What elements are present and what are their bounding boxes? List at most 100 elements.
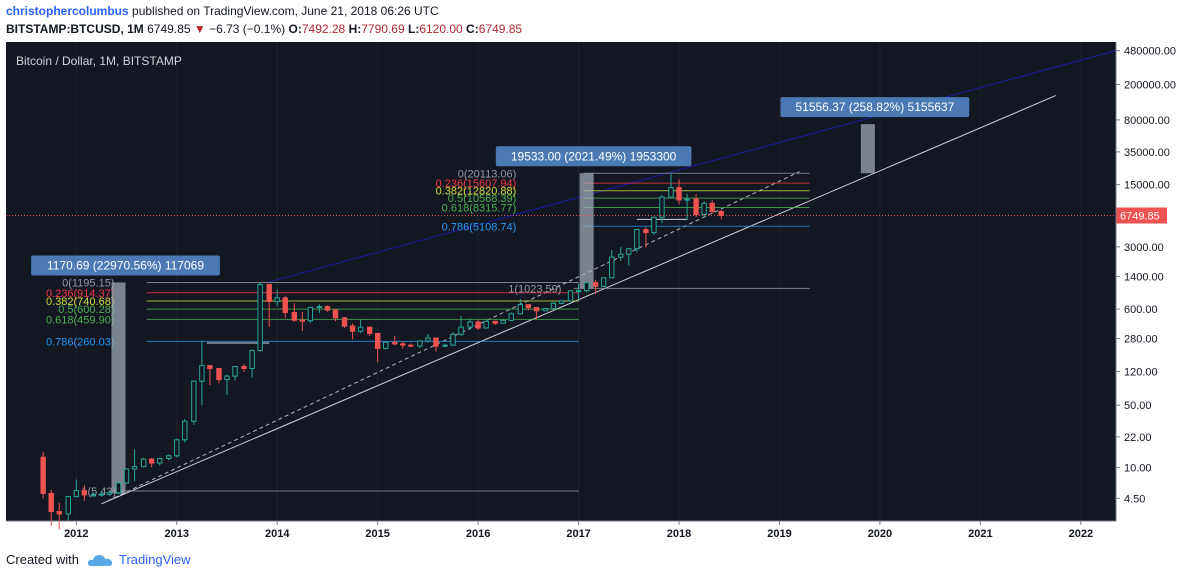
low-value: 6120.00 xyxy=(419,22,463,36)
author-link[interactable]: christophercolumbus xyxy=(6,4,129,18)
candle-body xyxy=(98,493,105,496)
candle-body xyxy=(349,325,356,332)
candle-body xyxy=(600,277,607,287)
candle-body xyxy=(400,343,406,346)
chart-pane[interactable] xyxy=(6,42,1116,542)
candle-body xyxy=(450,333,456,346)
candle-body xyxy=(668,187,674,198)
price-range-label-box xyxy=(495,146,692,167)
candle-body xyxy=(575,290,582,293)
x-tick-label: 2013 xyxy=(165,528,189,540)
candle-body xyxy=(533,307,540,312)
price-range-bar xyxy=(860,124,875,174)
x-tick-label: 2018 xyxy=(667,528,691,540)
candle-body xyxy=(659,196,665,218)
candle-body xyxy=(417,340,423,347)
candle-body xyxy=(676,187,682,201)
candle-body xyxy=(357,326,364,332)
candle-body xyxy=(299,319,306,322)
candle-body xyxy=(567,290,574,302)
candle-body xyxy=(81,490,88,496)
fib-level-label: 0.236(15607.94) xyxy=(436,178,517,190)
candle-body xyxy=(324,306,331,311)
candle-body xyxy=(626,248,632,255)
candle-body xyxy=(123,468,130,484)
candle-body xyxy=(483,320,489,329)
candle-body xyxy=(525,304,532,309)
candle-body xyxy=(366,326,373,334)
tradingview-link[interactable]: TradingView xyxy=(118,552,191,567)
footer: Created with TradingView xyxy=(6,552,191,567)
created-with-text: Created with xyxy=(6,552,79,567)
fib-level-label: 0.382(12820.88) xyxy=(436,186,517,198)
candle-body xyxy=(433,337,439,347)
fib-level-label: 0.786(260.03) xyxy=(46,336,115,348)
candle-body xyxy=(216,368,222,381)
candle-body xyxy=(249,349,255,370)
price-range-label: 19533.00 (2021.49%) 1953300 xyxy=(511,149,677,163)
published-text: published on TradingView.com, June 21, 2… xyxy=(132,4,439,18)
candle-body xyxy=(643,229,649,234)
candle-body xyxy=(199,365,205,382)
price-axis[interactable] xyxy=(1116,42,1188,542)
candle-body xyxy=(442,344,448,347)
candle-body xyxy=(618,253,624,258)
last-price: 6749.85 xyxy=(147,22,191,36)
price-change: −6.73 (−0.1%) xyxy=(209,22,286,36)
fib-level-label: 0.618(8315.77) xyxy=(442,202,517,214)
candle-body xyxy=(374,332,381,349)
candle-body xyxy=(282,297,288,313)
candle-body xyxy=(241,365,247,370)
y-tick-label: 3000.00 xyxy=(1124,242,1164,254)
time-axis[interactable] xyxy=(6,521,1116,542)
candle-body xyxy=(274,297,280,302)
high-value: 7790.69 xyxy=(361,22,405,36)
candle-body xyxy=(684,198,690,201)
fib-level-label: 0(20113.06) xyxy=(458,168,517,180)
current-price-label: 6749.85 xyxy=(1120,211,1160,223)
candle-body xyxy=(508,313,514,321)
candle-body xyxy=(383,341,389,349)
price-range-label: 51556.37 (258.82%) 5155637 xyxy=(795,100,954,114)
tradingview-cloud-icon xyxy=(87,554,113,566)
candle-body xyxy=(634,229,640,250)
y-tick-label: 22.00 xyxy=(1124,432,1152,444)
y-tick-label: 50.00 xyxy=(1124,400,1152,412)
candle-body xyxy=(307,306,314,322)
candle-body xyxy=(500,319,506,324)
candle-body xyxy=(316,306,323,309)
fib-level-label: 0(1195.15) xyxy=(62,277,114,289)
price-range-label-box xyxy=(780,97,970,118)
price-range-label-box xyxy=(31,255,220,276)
candle-body xyxy=(131,466,138,470)
candle-body xyxy=(65,496,71,515)
candle-body xyxy=(115,482,122,494)
fib-level-label: 0.618(459.90) xyxy=(46,314,115,326)
candle-body xyxy=(106,492,113,495)
price-range-label: 1170.69 (22970.56%) 117069 xyxy=(47,258,204,272)
x-tick-label: 2020 xyxy=(868,528,892,540)
candle-body xyxy=(232,365,238,377)
candle-body xyxy=(166,455,172,459)
candle-body xyxy=(48,492,54,512)
candle-body xyxy=(583,282,590,292)
y-tick-label: 200000.00 xyxy=(1124,79,1176,91)
candle-body xyxy=(492,320,498,324)
candle-body xyxy=(191,380,197,422)
close-label: C: xyxy=(466,22,479,36)
y-tick-label: 280.00 xyxy=(1124,334,1158,346)
chart-title: Bitcoin / Dollar, 1M, BITSTAMP xyxy=(16,54,182,68)
fib-level-label: 0.5(10568.39) xyxy=(448,193,517,205)
candle-body xyxy=(341,317,348,327)
candle-body xyxy=(542,308,549,312)
x-tick-label: 2015 xyxy=(365,528,389,540)
candle-body xyxy=(266,283,272,302)
close-value: 6749.85 xyxy=(478,22,523,36)
fib-level-label: 0.236(914.37) xyxy=(46,288,115,300)
y-tick-label: 80000.00 xyxy=(1124,115,1170,127)
candle-body xyxy=(291,311,297,321)
candle-body xyxy=(693,198,699,216)
price-range-bar xyxy=(579,173,594,289)
candle-body xyxy=(467,321,473,328)
